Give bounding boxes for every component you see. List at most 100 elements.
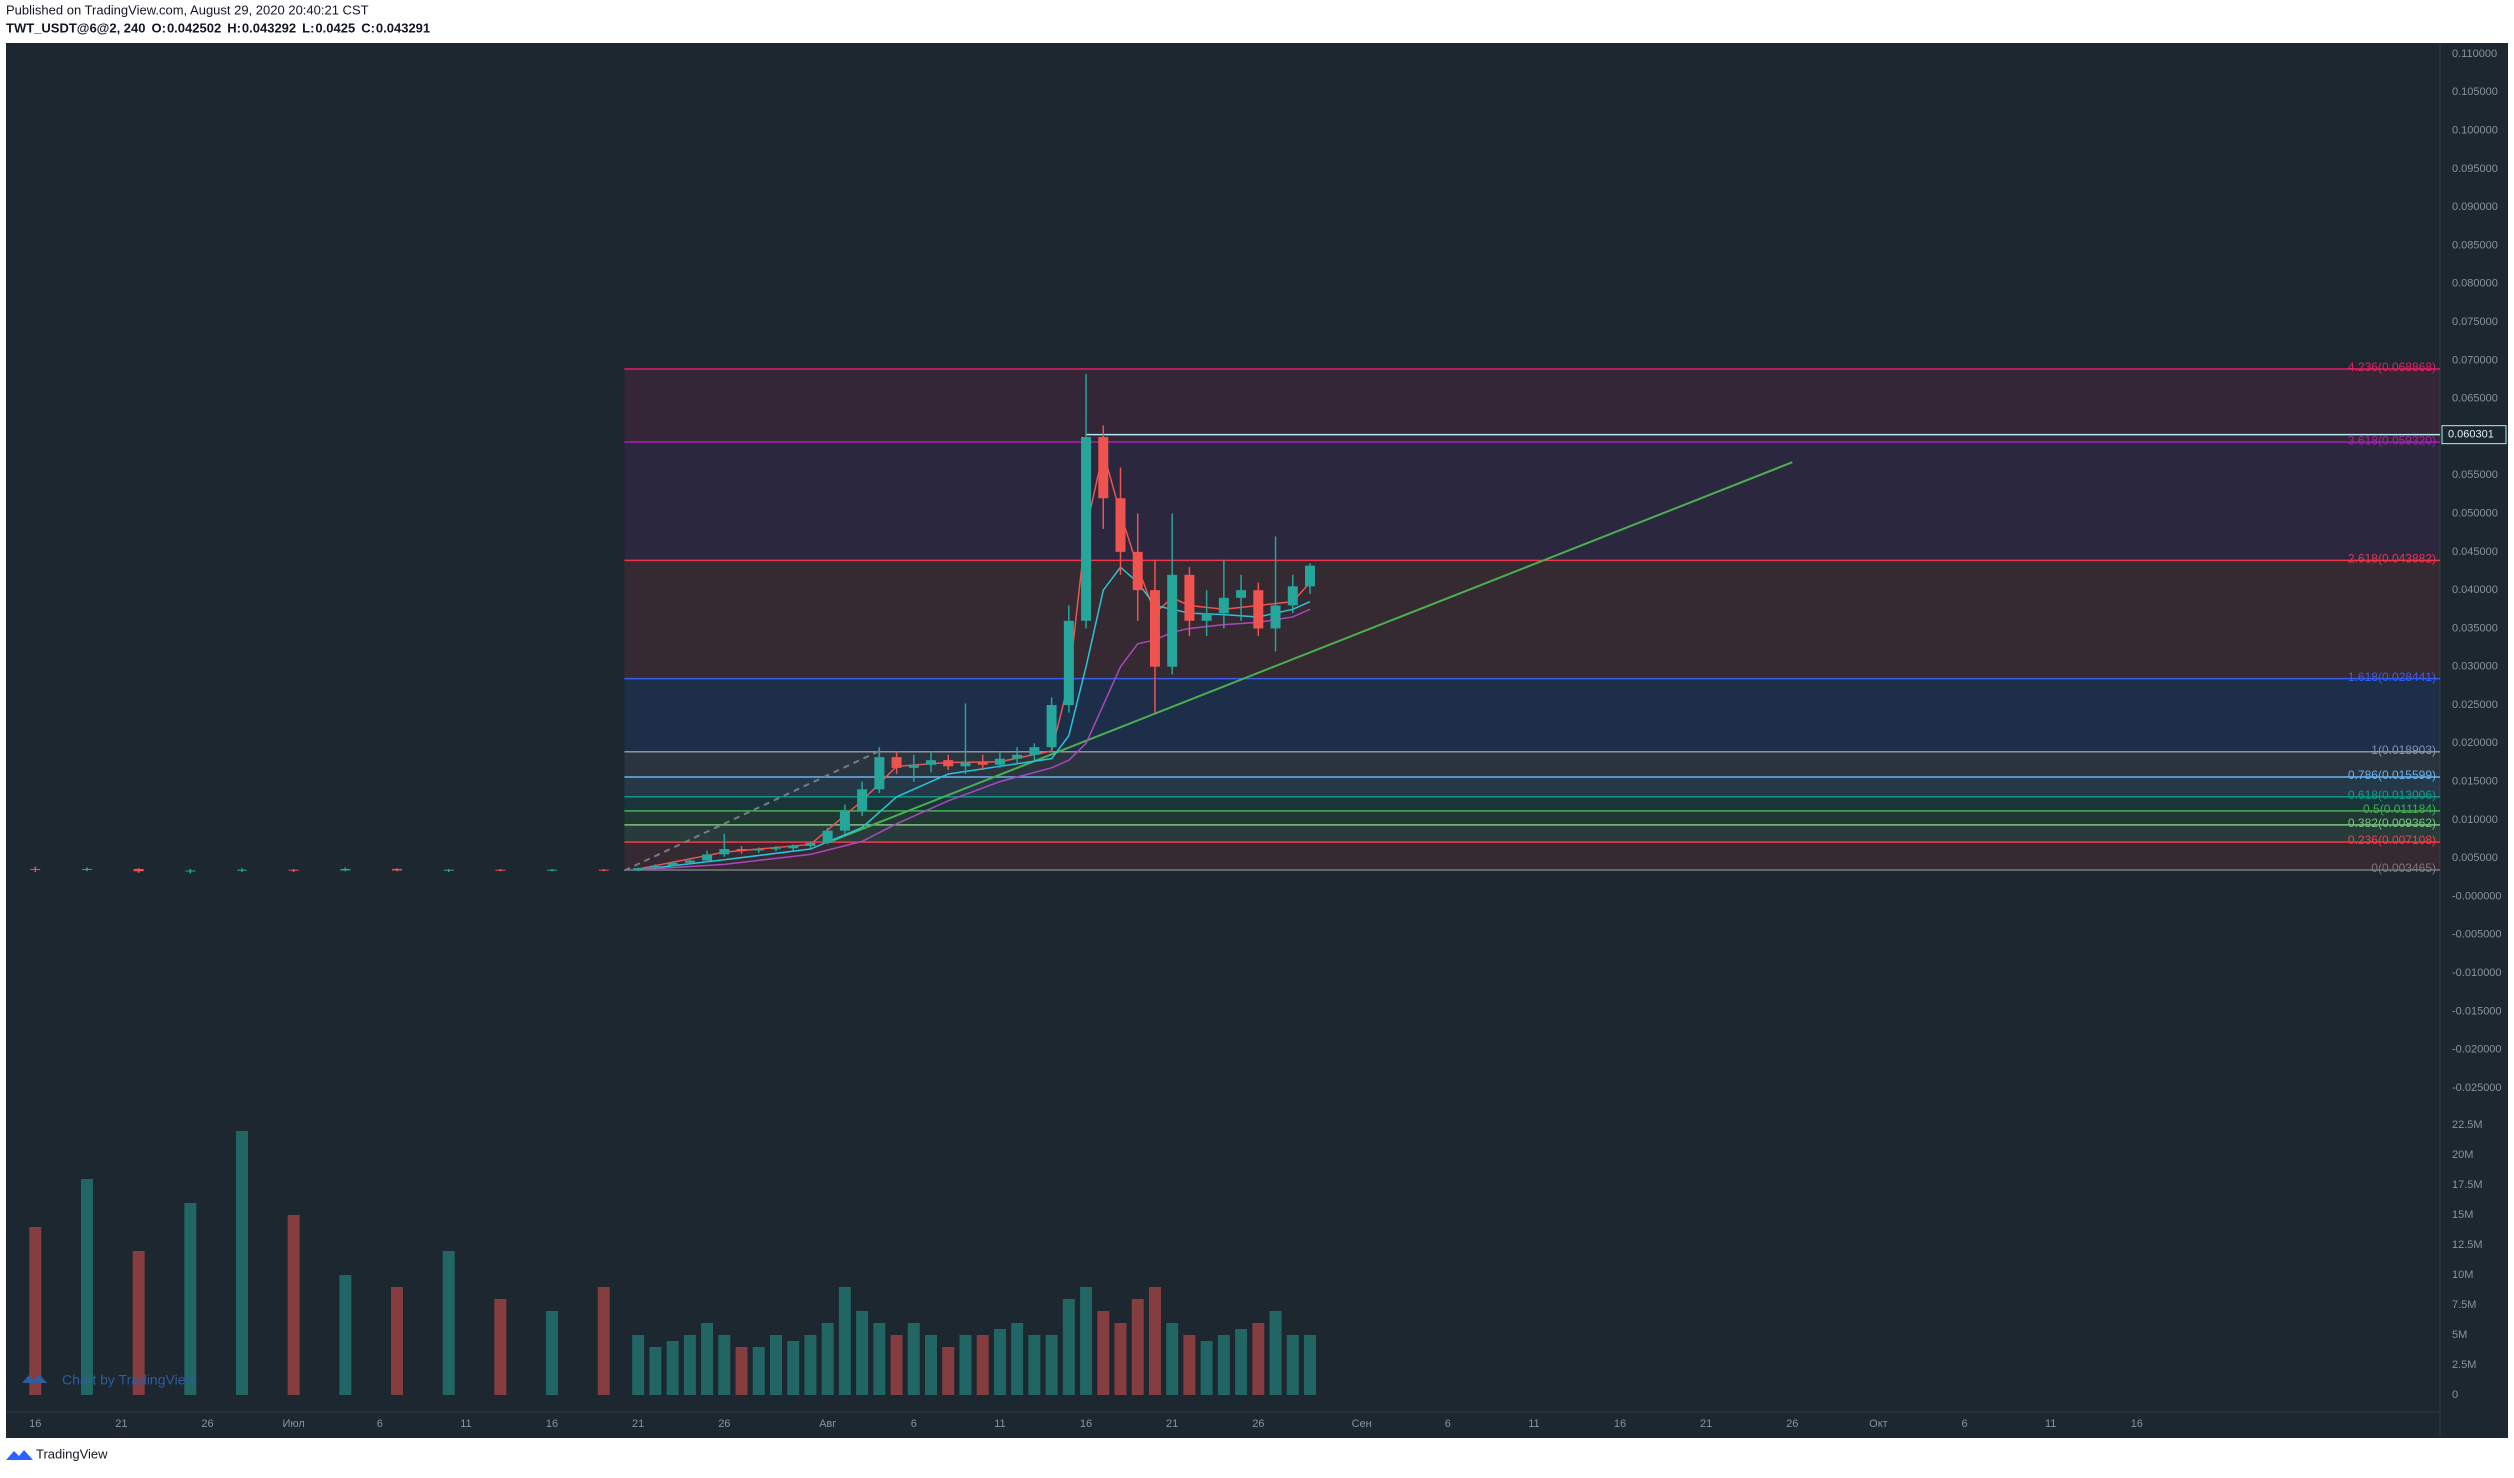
x-tick-label: 6 [1962, 1418, 1968, 1430]
y-tick-label: 0.020000 [2452, 737, 2498, 749]
volume-bar [1097, 1311, 1110, 1395]
volume-bar [494, 1299, 507, 1395]
x-tick-label: 26 [1786, 1418, 1798, 1430]
volume-bar [1252, 1323, 1265, 1395]
fib-zone [624, 810, 2440, 825]
y-tick-label: 0.045000 [2452, 546, 2498, 558]
candle-body [1287, 586, 1298, 606]
volume-bar [1166, 1323, 1179, 1395]
candle-body [736, 849, 747, 851]
volume-bar [649, 1347, 662, 1395]
volume-bar [838, 1287, 851, 1395]
candle-body [1270, 605, 1281, 629]
volume-bar [718, 1335, 731, 1395]
candle-body [1167, 574, 1178, 667]
volume-bar [597, 1287, 610, 1395]
x-tick-label: 11 [994, 1418, 1005, 1430]
ohlc-value: 0.043291 [376, 20, 430, 35]
candle-body [874, 757, 885, 790]
watermark: Chart by TradingView [62, 1372, 196, 1388]
x-tick-label: 21 [115, 1418, 127, 1430]
candle-body [1184, 574, 1195, 621]
published-line: Published on TradingView.com, August 29,… [6, 2, 369, 17]
candle-body [770, 848, 781, 850]
x-tick-label: 21 [1700, 1418, 1712, 1430]
y-tick-label: 0.070000 [2452, 354, 2498, 366]
y-tick-label: 0.085000 [2452, 239, 2498, 251]
y-tick-label: 0.035000 [2452, 622, 2498, 634]
volume-bar [1200, 1341, 1213, 1395]
volume-tick-label: 5M [2452, 1329, 2467, 1341]
footer-brand: TradingView [36, 1446, 108, 1461]
candle-body [288, 869, 299, 871]
fib-label: 0(0.003465) [2371, 861, 2436, 875]
volume-bar [1131, 1299, 1144, 1395]
candle-body [236, 869, 247, 871]
candle-body [30, 868, 41, 870]
volume-bar [821, 1323, 834, 1395]
x-tick-label: 21 [1166, 1418, 1178, 1430]
ohlc-value: 0.042502 [167, 20, 221, 35]
volume-bar [1235, 1329, 1248, 1395]
volume-bar [907, 1323, 920, 1395]
candle-body [443, 869, 454, 871]
volume-bar [1011, 1323, 1024, 1395]
x-tick-label: 21 [632, 1418, 644, 1430]
volume-bar [1028, 1335, 1041, 1395]
volume-bar [1286, 1335, 1299, 1395]
x-tick-label: Окт [1869, 1418, 1888, 1430]
x-tick-label: 6 [377, 1418, 383, 1430]
candle-body [753, 849, 764, 851]
volume-tick-label: 15M [2452, 1209, 2473, 1221]
fib-label: 0.382(0.009362) [2348, 816, 2436, 830]
candle-body [891, 757, 902, 768]
trend-line [832, 461, 1793, 842]
volume-bar [666, 1341, 679, 1395]
candle-body [598, 869, 609, 871]
fib-label: 0.5(0.011184) [2363, 802, 2436, 816]
volume-tick-label: 7.5M [2452, 1299, 2476, 1311]
volume-bar [1269, 1311, 1282, 1395]
y-tick-label: 0.065000 [2452, 393, 2498, 405]
ohlc-label: O: [152, 20, 166, 35]
volume-tick-label: 0 [2452, 1389, 2458, 1401]
volume-tick-label: 2.5M [2452, 1359, 2476, 1371]
candle-body [1046, 705, 1057, 748]
candle-body [133, 868, 144, 872]
fib-label: 4.236(0.068868) [2348, 360, 2436, 374]
volume-bar [132, 1251, 145, 1395]
volume-bar [391, 1287, 404, 1395]
candle-body [1115, 498, 1126, 552]
x-tick-label: 16 [29, 1418, 41, 1430]
ohlc-label: C: [361, 20, 375, 35]
fib-zone [624, 842, 2440, 870]
chart-pane [6, 43, 2508, 1438]
candle-body [805, 842, 816, 846]
volume-tick-label: 20M [2452, 1149, 2473, 1161]
volume-bar [1183, 1335, 1196, 1395]
y-tick-label: -0.015000 [2452, 1005, 2502, 1017]
volume-bar [80, 1179, 93, 1395]
y-tick-label: -0.010000 [2452, 967, 2502, 979]
volume-bar [976, 1335, 989, 1395]
ohlc-label: H: [227, 20, 241, 35]
volume-bar [1303, 1335, 1316, 1395]
candle-body [1063, 620, 1074, 706]
x-tick-label: Сен [1352, 1418, 1372, 1430]
volume-bar [339, 1275, 352, 1395]
candle-body [822, 830, 833, 843]
x-tick-label: Авг [819, 1418, 836, 1430]
volume-bar [993, 1329, 1006, 1395]
volume-bar [959, 1335, 972, 1395]
volume-tick-label: 10M [2452, 1269, 2473, 1281]
moving-average [638, 452, 1311, 870]
symbol: TWT_USDT@6@2, 240 [6, 20, 146, 35]
volume-tick-label: 22.5M [2452, 1119, 2483, 1131]
candle-body [185, 870, 196, 872]
candle-body [667, 862, 678, 866]
volume-bar [787, 1341, 800, 1395]
candle-body [908, 764, 919, 768]
volume-bar [701, 1323, 714, 1395]
